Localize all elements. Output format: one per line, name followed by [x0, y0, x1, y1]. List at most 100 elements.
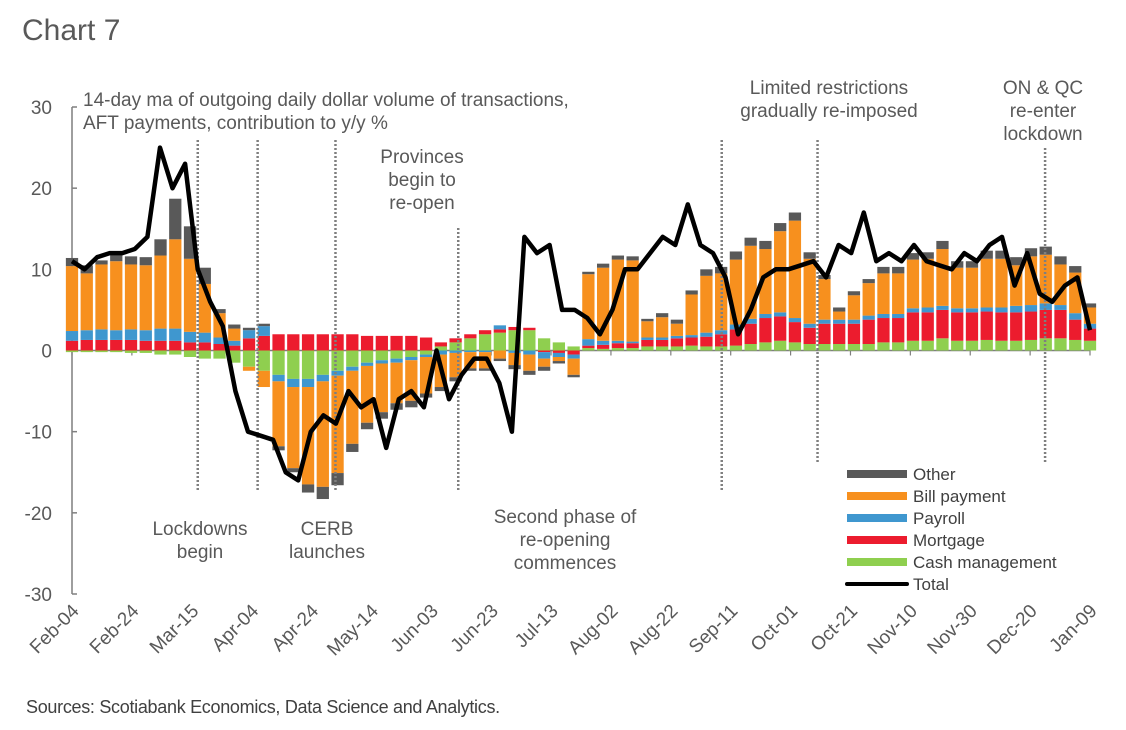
bar-segment-payroll [656, 337, 669, 340]
bar-segment-mortgage [154, 340, 167, 351]
bar-segment-payroll [272, 374, 285, 382]
bar-segment-cash-management [921, 340, 934, 351]
bar-segment-other [95, 260, 108, 265]
bar-segment-cash-management [611, 348, 625, 351]
bar-segment-mortgage [1054, 309, 1067, 339]
bar-segment-payroll [331, 370, 344, 376]
bar-segment-cash-management [582, 348, 595, 351]
bar-segment-mortgage [892, 318, 905, 343]
bar-segment-other [331, 473, 344, 486]
bar-segment-bill-payment [626, 260, 639, 342]
bar-segment-cash-management [183, 350, 197, 357]
bar-segment-mortgage [788, 322, 802, 343]
bar-segment-other [582, 271, 595, 275]
bar-segment-mortgage [1083, 328, 1097, 341]
legend-label: Other [913, 465, 956, 484]
bar-segment-other [110, 254, 123, 262]
bar-segment-cash-management [833, 344, 846, 351]
event-annotation-text: re-enter [1010, 101, 1077, 122]
bar-segment-cash-management [360, 350, 374, 363]
bar-segment-other [1039, 246, 1052, 255]
total-line-layer [70, 145, 1093, 483]
total-line [70, 145, 1093, 483]
bar-segment-bill-payment [360, 365, 374, 423]
bar-segment-payroll [980, 307, 993, 312]
bar-segment-bill-payment [257, 370, 270, 388]
bar-segment-cash-management [331, 350, 344, 371]
bar-segment-other [316, 486, 329, 500]
bar-segment-other [656, 313, 669, 318]
bar-segment-cash-management [449, 342, 462, 351]
bar-segment-bill-payment [493, 350, 506, 359]
bar-segment-mortgage [906, 312, 920, 341]
legend-label: Cash management [913, 553, 1057, 572]
bar-segment-mortgage [877, 318, 890, 343]
bar-segment-bill-payment [183, 258, 197, 332]
bar-segment-cash-management [862, 344, 875, 351]
bar-segment-payroll [390, 358, 403, 363]
bar-segment-cash-management [390, 350, 403, 359]
bar-segment-payroll [877, 313, 890, 319]
bar-segment-mortgage [537, 350, 551, 353]
bar-segment-cash-management [419, 350, 433, 355]
bar-segment-other [921, 252, 934, 259]
x-tick-label: Jul-13 [511, 601, 562, 652]
bar-segment-other [685, 290, 698, 295]
bar-segment-other [965, 261, 979, 268]
bar-segment-payroll [169, 328, 182, 341]
bar-segment-bill-payment [537, 358, 551, 367]
x-tick-label: Oct-01 [747, 601, 802, 656]
bar-segment-mortgage [803, 327, 816, 345]
legend-label: Payroll [913, 509, 965, 528]
bar-segment-other [1069, 266, 1082, 273]
y-tick-label: -10 [25, 423, 52, 444]
bar-segment-payroll [537, 352, 551, 359]
bar-segment-other [257, 323, 270, 327]
bar-segment-cash-management [788, 342, 802, 351]
event-annotation-text: Provinces [380, 147, 463, 168]
bar-segment-bill-payment [449, 352, 462, 378]
bar-segment-mortgage [508, 326, 521, 331]
bar-segment-payroll [65, 331, 79, 341]
bar-segment-payroll [228, 340, 241, 346]
bar-segment-mortgage [493, 329, 506, 333]
bar-segment-payroll [626, 341, 639, 344]
bar-segment-cash-management [936, 338, 949, 351]
bar-segment-cash-management [124, 350, 138, 353]
legend-swatch-mortgage [847, 536, 907, 544]
bar-segment-mortgage [641, 339, 654, 347]
bar-segment-payroll [124, 329, 138, 340]
bar-segment-other [552, 361, 566, 364]
event-annotation-text: CERB [301, 519, 354, 540]
bars-layer [65, 198, 1097, 500]
legend-swatch-payroll [847, 514, 907, 522]
bar-segment-bill-payment [316, 381, 329, 487]
bar-segment-cash-management [110, 350, 123, 353]
event-annotation-text: re-open [389, 193, 455, 214]
bar-segment-bill-payment [936, 249, 949, 306]
bar-segment-other [301, 484, 315, 493]
bar-segment-mortgage [995, 312, 1008, 341]
bar-segment-other [464, 368, 477, 371]
bar-segment-bill-payment [139, 265, 152, 331]
bar-segment-mortgage [670, 338, 684, 347]
bar-segment-mortgage [198, 342, 211, 351]
chart-subtitle-line: 14-day ma of outgoing daily dollar volum… [83, 90, 569, 111]
bar-segment-payroll [611, 340, 625, 344]
bar-segment-mortgage [582, 345, 595, 349]
bar-segment-cash-management [287, 350, 300, 379]
bar-segment-payroll [523, 350, 536, 355]
bar-segment-payroll [478, 350, 492, 353]
bar-segment-cash-management [803, 344, 816, 351]
bar-segment-mortgage [921, 312, 934, 341]
bar-segment-mortgage [434, 342, 447, 347]
bar-segment-mortgage [685, 337, 698, 346]
legend-label: Mortgage [913, 531, 985, 550]
bar-segment-cash-management [980, 339, 993, 351]
x-tick-label: Feb-24 [86, 600, 144, 658]
bar-segment-bill-payment [700, 275, 713, 333]
bar-segment-other [346, 443, 359, 452]
bar-segment-other [892, 266, 905, 274]
bar-segment-payroll [1054, 305, 1067, 310]
bar-segment-mortgage [169, 340, 182, 351]
